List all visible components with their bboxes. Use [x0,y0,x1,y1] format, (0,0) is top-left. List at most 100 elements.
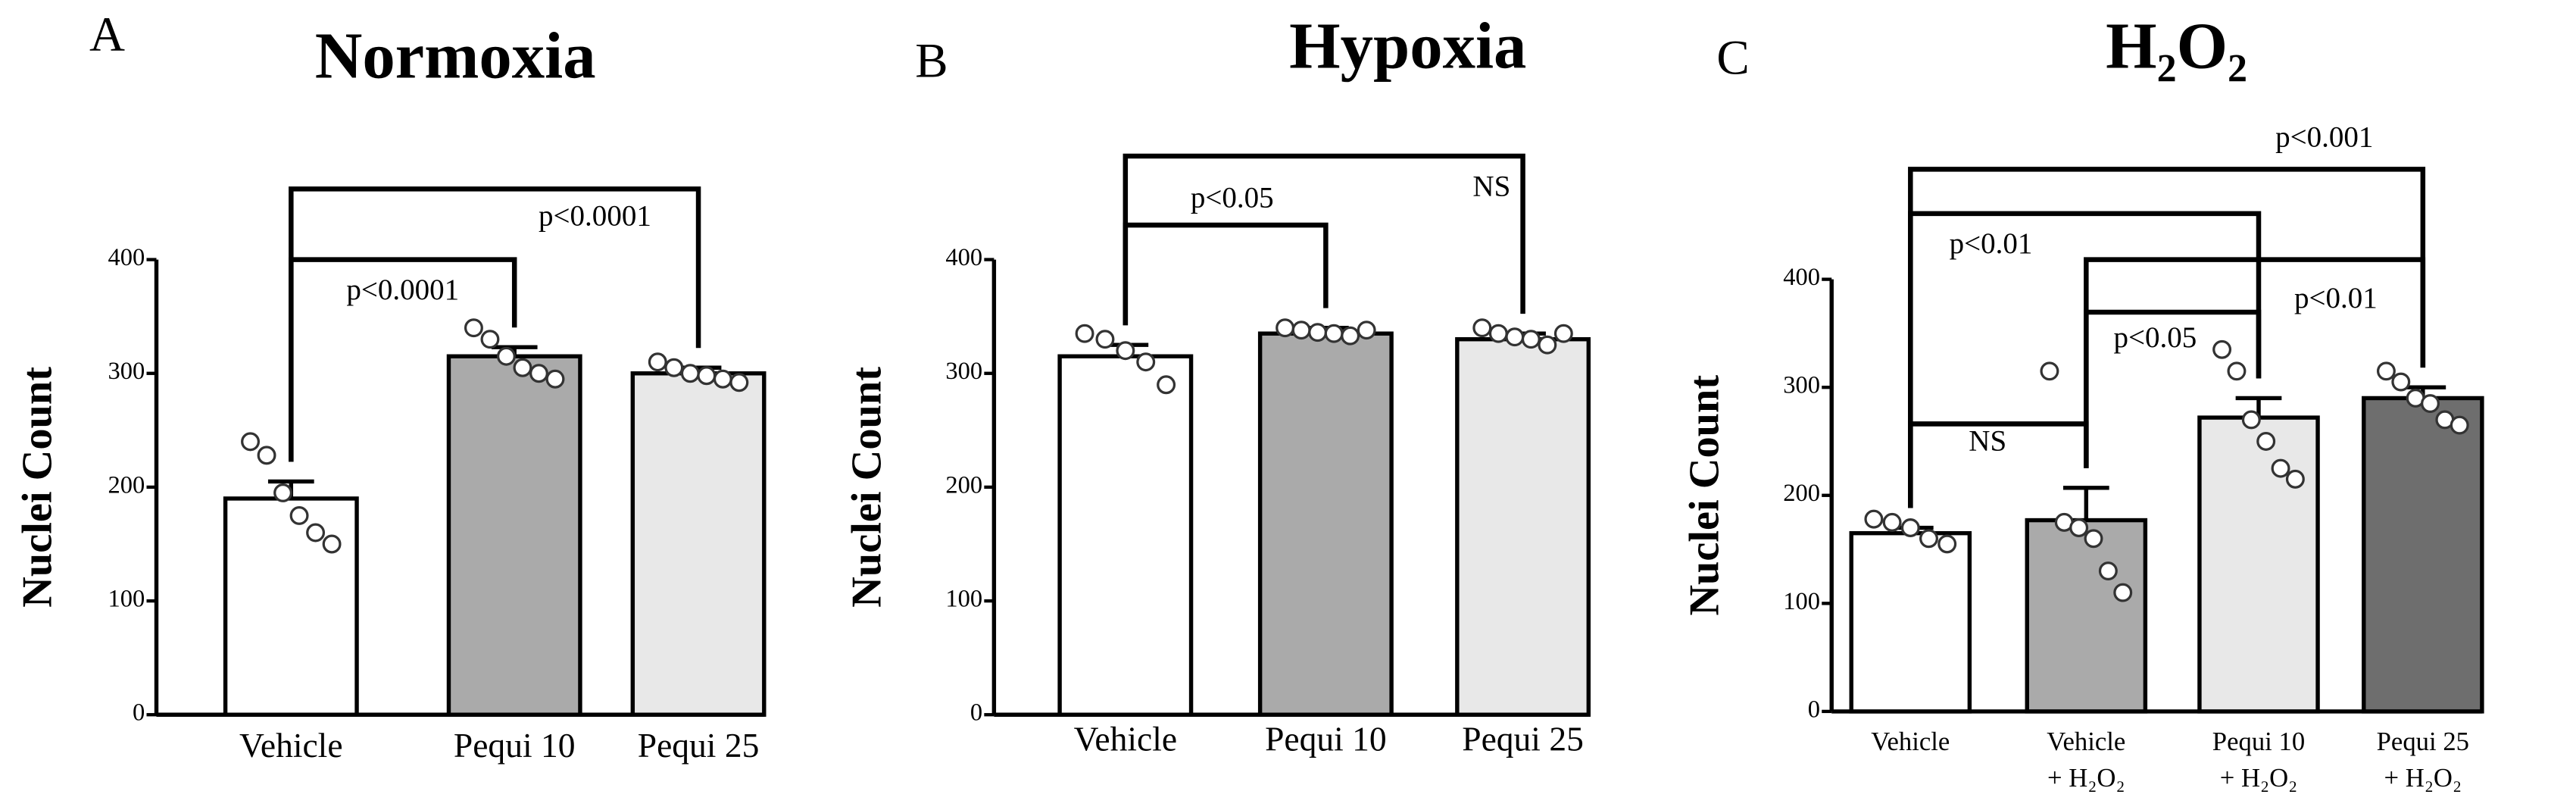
x-tick-label: Vehicle [1074,720,1177,758]
data-point [1505,327,1525,347]
data-point [2391,372,2411,392]
error-bar [2062,486,2109,521]
data-point [1116,341,1135,361]
data-point [2271,458,2290,478]
panel-letter: B [915,34,948,89]
bar [2197,415,2320,714]
data-point [257,446,276,465]
data-point [680,364,700,383]
data-point [648,352,667,372]
panel-letter: C [1716,30,1749,85]
significance-label: p<0.01 [1950,227,2033,260]
bar [630,371,767,717]
y-tick-label: 200 [108,471,145,499]
data-point [2376,361,2396,381]
bar [1057,354,1194,717]
significance-label: p<0.001 [2275,120,2373,153]
data-point [1341,326,1360,346]
data-point [2069,518,2089,537]
y-tick-label: 400 [108,244,145,271]
significance-label: NS [1472,170,1510,202]
y-tick-label: 100 [108,586,145,613]
y-tick-label: 400 [1783,264,1820,291]
bar [223,496,359,717]
x-tick-label: + H₂O₂ [2220,763,2298,793]
x-tick-label: Pequi 25 [638,726,760,765]
x-tick-label: + H₂O₂ [2047,763,2125,793]
x-tick-label: Vehicle [2047,727,2125,756]
data-point [496,346,516,366]
data-point [729,373,749,392]
data-point [480,330,500,349]
data-point [1157,375,1176,395]
data-point [2227,361,2247,381]
data-point [664,358,684,377]
y-tick-label: 100 [1783,588,1820,615]
y-tick-label: 200 [1783,480,1820,507]
data-point [2450,415,2469,435]
x-tick-label: + H₂O₂ [2384,763,2462,793]
bar [2025,518,2148,714]
bar [1849,530,1972,714]
y-tick-label: 300 [945,358,982,385]
significance-label: p<0.05 [2113,321,2197,354]
data-point [1095,330,1115,349]
data-point [2040,361,2059,381]
data-point [1136,352,1156,372]
y-tick-label: 0 [133,699,145,727]
y-tick-label: 300 [1783,372,1820,399]
data-point [241,432,261,452]
significance-label: p<0.0001 [539,199,651,232]
data-point [697,366,717,386]
x-tick-label: Pequi 10 [2212,727,2305,756]
significance-bracket [1123,153,1525,326]
data-point [1291,321,1311,340]
x-tick-label: Vehicle [1871,727,1950,756]
data-point [1308,323,1328,342]
data-point [2421,394,2440,414]
x-tick-label: Pequi 10 [1265,720,1387,758]
significance-label: p<0.05 [1191,181,1274,214]
x-tick-label: Vehicle [239,726,342,765]
data-point [289,505,309,525]
data-point [1075,324,1094,343]
significance-label: NS [1969,424,2006,457]
significance-label: p<0.0001 [346,274,459,306]
y-tick-label: 0 [1808,696,1820,723]
y-axis-label: Nuclei Count [1681,375,1728,616]
y-axis-label: Nuclei Count [844,367,891,608]
bar [1257,331,1394,717]
data-point [2241,410,2261,430]
y-tick-label: 0 [970,699,982,727]
data-point [273,483,293,502]
bar [1455,337,1591,717]
significance-label: p<0.01 [2294,282,2378,314]
data-point [1919,529,1938,549]
data-point [513,358,532,377]
data-point [1488,324,1508,343]
y-tick-label: 100 [945,586,982,613]
y-tick-label: 400 [945,244,982,271]
data-point [2256,432,2276,451]
data-point [322,534,342,554]
x-tick-label: Pequi 10 [454,726,576,765]
data-point [1937,534,1957,554]
data-point [2113,583,2133,602]
bar [2362,396,2484,714]
chart-title: Normoxia [315,19,596,92]
x-tick-label: Pequi 25 [2377,727,2469,756]
significance-bracket [289,186,701,462]
data-point [1864,509,1884,529]
panel-letter: A [89,8,125,62]
data-point [1900,518,1920,537]
data-point [1553,324,1573,343]
data-point [306,523,326,543]
data-point [2212,339,2232,359]
y-tick-label: 300 [108,358,145,385]
x-tick-label: Pequi 25 [1462,720,1584,758]
data-point [545,369,565,389]
significance-bracket [1908,167,2426,508]
y-axis-label: Nuclei Count [14,367,61,608]
data-point [713,369,732,389]
